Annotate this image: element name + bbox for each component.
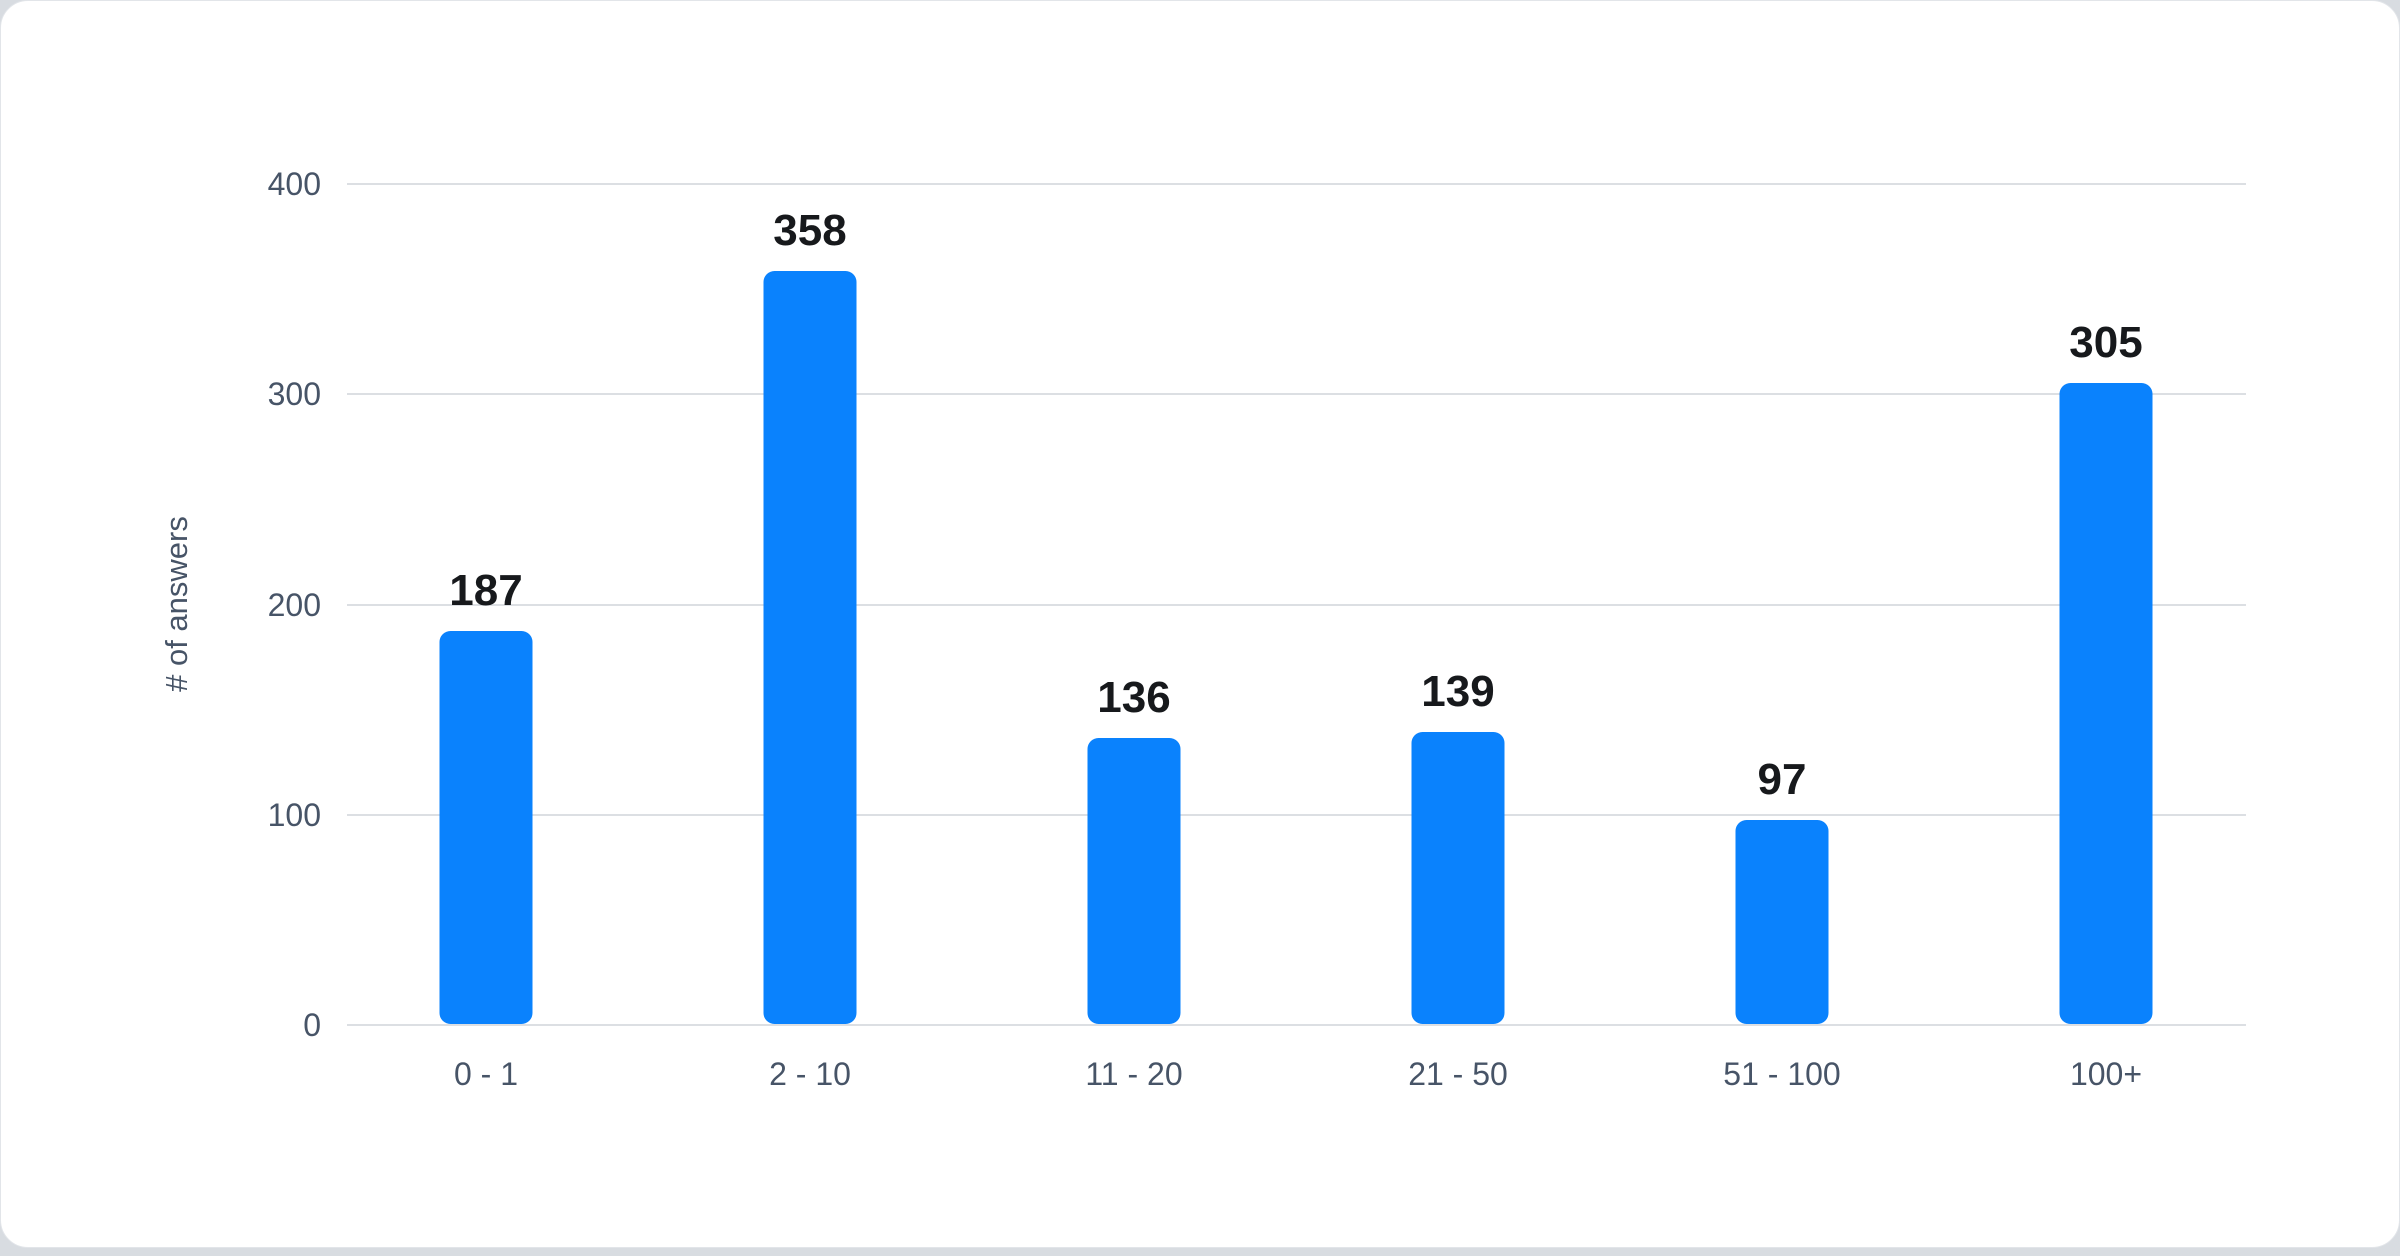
bar-slot: 358 2 - 10 xyxy=(648,183,972,1090)
bar-100+ xyxy=(2059,382,2153,1024)
gridline-300: 300 xyxy=(268,378,2246,410)
bar-slot: 187 0 - 1 xyxy=(324,183,648,1090)
x-axis-label: 51 - 100 xyxy=(1723,1056,1841,1092)
y-tick-label: 200 xyxy=(267,586,321,623)
y-tick-label: 100 xyxy=(267,796,321,833)
gridline-400: 400 xyxy=(268,168,2246,200)
bar-value-label: 139 xyxy=(1421,666,1495,716)
bar-21-50 xyxy=(1411,731,1505,1024)
gridline-0: 0 xyxy=(303,1009,2246,1041)
x-axis-label: 11 - 20 xyxy=(1085,1056,1183,1092)
bar-value-label: 187 xyxy=(449,565,523,615)
x-axis-label: 21 - 50 xyxy=(1408,1056,1508,1092)
x-axis-label: 100+ xyxy=(2069,1056,2143,1092)
bars-row: 187 0 - 1 358 2 - 10 136 11 - 20 139 21 - 50 97 5… xyxy=(324,183,2268,1090)
plot-area: # of answers 0 100 200 300 400 187 0 - 1 358 2 -… xyxy=(159,168,2246,1090)
x-axis-label: 0 - 1 xyxy=(453,1056,519,1092)
bar-value-label: 358 xyxy=(773,206,847,256)
bar-slot: 136 11 - 20 xyxy=(972,183,1296,1090)
y-tick-label: 0 xyxy=(303,1007,321,1043)
bar-slot: 97 51 - 100 xyxy=(1620,183,1944,1090)
bar-value-label: 136 xyxy=(1097,673,1171,723)
bar-0-1 xyxy=(439,630,533,1024)
bar-11-20 xyxy=(1087,738,1181,1024)
bar-slot: 139 21 - 50 xyxy=(1296,183,1620,1090)
bar-value-label: 305 xyxy=(2069,317,2143,367)
bar-slot: 305 100+ xyxy=(1944,183,2268,1090)
gridline-100: 100 xyxy=(268,799,2246,831)
bar-51-100 xyxy=(1735,820,1829,1024)
y-tick-label: 400 xyxy=(267,166,321,202)
bar-2-10 xyxy=(763,271,857,1024)
y-axis-title: # of answers xyxy=(159,515,194,692)
x-axis-label: 2 - 10 xyxy=(769,1056,851,1092)
bar-value-label: 97 xyxy=(1757,755,1807,805)
gridline-200: 200 xyxy=(268,589,2246,621)
y-tick-label: 300 xyxy=(267,376,321,413)
